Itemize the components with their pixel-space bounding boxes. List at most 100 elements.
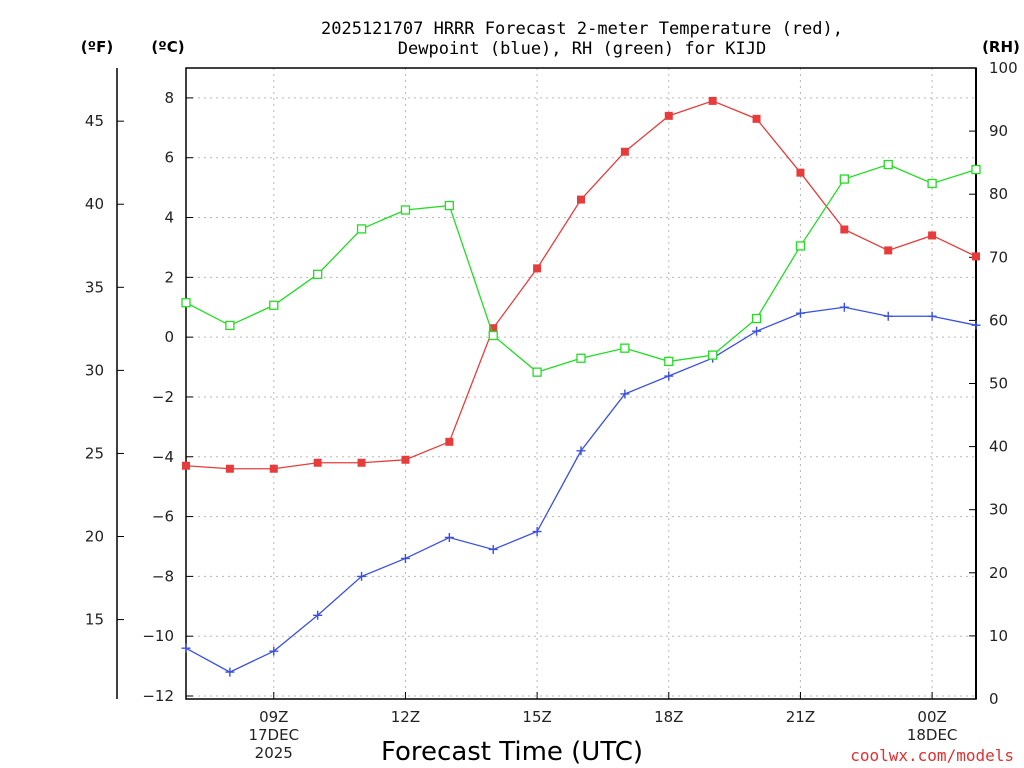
temperature-point — [620, 147, 629, 156]
dewpoint-point — [620, 389, 630, 399]
fahrenheit-tick-label: 20 — [85, 528, 104, 546]
temperature-point — [752, 114, 761, 123]
celsius-tick-label: −4 — [152, 448, 174, 466]
rh-tick-label: 50 — [989, 375, 1008, 393]
temperature-point — [225, 464, 234, 473]
dewpoint-point — [971, 320, 981, 330]
dewpoint-point — [357, 571, 367, 581]
temperature-point — [972, 252, 980, 261]
celsius-tick-label: −2 — [152, 388, 174, 406]
x-tick-label: 09Z — [259, 708, 288, 726]
dewpoint-point — [400, 553, 410, 563]
rh-point — [225, 320, 235, 331]
fahrenheit-tick-label: 35 — [85, 278, 104, 296]
rh-point — [971, 164, 981, 175]
celsius-tick-label: 4 — [164, 209, 174, 227]
fahrenheit-tick-label: 25 — [85, 444, 104, 462]
temperature-line — [185, 100, 977, 470]
rh-unit-label: (RH) — [982, 38, 1020, 56]
celsius-tick-label: 0 — [164, 328, 174, 346]
rh-tick-label: 20 — [989, 564, 1008, 582]
x-tick-label: 2025 — [255, 744, 293, 762]
temperature-point — [269, 464, 278, 473]
temperature-point — [577, 195, 585, 204]
x-tick-label: 21Z — [786, 708, 815, 726]
rh-tick-label: 40 — [989, 438, 1008, 456]
rh-tick-label: 80 — [989, 185, 1008, 203]
x-axis-label: Forecast Time (UTC) — [381, 737, 643, 767]
temperature-point — [313, 458, 322, 467]
dewpoint-point — [269, 646, 279, 656]
x-tick-label: 18DEC — [907, 726, 958, 744]
x-tick-label: 18Z — [654, 708, 683, 726]
temperature-point — [796, 168, 805, 177]
dewpoint-point — [927, 311, 937, 321]
temperature-point — [357, 458, 366, 467]
temperature-point — [884, 246, 893, 255]
rh-tick-label: 30 — [989, 501, 1008, 519]
credit-text: coolwx.com/models — [850, 746, 1014, 765]
rh-point — [883, 159, 893, 170]
dewpoint-point — [576, 446, 586, 456]
celsius-tick-label: −6 — [152, 508, 174, 526]
temperature-point — [489, 324, 498, 333]
rh-point — [839, 174, 849, 184]
celsius-tick-label: −10 — [142, 627, 174, 645]
rh-point — [488, 330, 498, 341]
gridlines — [117, 67, 976, 700]
fahrenheit-tick-label: 45 — [85, 112, 104, 130]
rh-point — [444, 200, 454, 211]
rh-point — [356, 224, 367, 234]
temperature-point — [840, 225, 849, 234]
rh-point — [313, 269, 323, 279]
dewpoint-point — [313, 610, 323, 620]
dewpoint-point — [444, 533, 454, 543]
x-tick-label: 17DEC — [248, 726, 299, 744]
dewpoint-point — [883, 311, 893, 321]
rh-tick-label: 60 — [989, 311, 1008, 329]
series-layer — [181, 96, 981, 677]
fahrenheit-unit-label: (ºF) — [81, 38, 113, 56]
dewpoint-point — [664, 371, 674, 381]
rh-tick-label: 90 — [989, 122, 1008, 140]
fahrenheit-tick-label: 15 — [85, 611, 104, 629]
dewpoint-point — [795, 308, 805, 318]
temperature-point — [708, 96, 717, 105]
temperature-point — [445, 437, 454, 446]
rh-point — [708, 350, 718, 360]
rh-point — [751, 313, 762, 324]
chart-title-line1: 2025121707 HRRR Forecast 2-meter Tempera… — [321, 19, 843, 39]
celsius-tick-labels: 8 6 4 2 0 −2 −4 −6 −8 −10 −12 — [142, 89, 174, 705]
dewpoint-point — [488, 544, 498, 554]
chart-title-line2: Dewpoint (blue), RH (green) for KIJD — [398, 39, 766, 59]
fahrenheit-tick-label: 40 — [85, 195, 104, 213]
temperature-point — [664, 111, 673, 120]
celsius-tick-label: 8 — [164, 89, 174, 107]
dewpoint-point — [225, 667, 235, 677]
dewpoint-point — [181, 643, 191, 653]
rh-point — [400, 205, 411, 215]
temperature-point — [401, 455, 410, 464]
celsius-tick-label: −8 — [152, 567, 174, 585]
rh-point — [927, 178, 937, 189]
temperature-point — [182, 461, 190, 470]
rh-point — [576, 353, 586, 363]
rh-point — [664, 356, 674, 367]
rh-tick-label: 70 — [989, 248, 1008, 266]
dewpoint-point — [839, 302, 849, 312]
temperature-point — [533, 264, 542, 273]
rh-tick-label: 0 — [989, 690, 999, 708]
plot-frame — [185, 67, 977, 700]
rh-point — [269, 300, 279, 310]
celsius-tick-label: 6 — [164, 149, 174, 167]
fahrenheit-tick-labels: 45 40 35 30 25 20 15 — [85, 112, 104, 628]
x-tick-label: 12Z — [391, 708, 420, 726]
temperature-point — [928, 231, 937, 240]
rh-point — [795, 241, 806, 251]
rh-point — [532, 367, 542, 377]
celsius-tick-label: 2 — [164, 268, 174, 286]
x-tick-label: 15Z — [522, 708, 551, 726]
dewpoint-point — [752, 326, 762, 336]
